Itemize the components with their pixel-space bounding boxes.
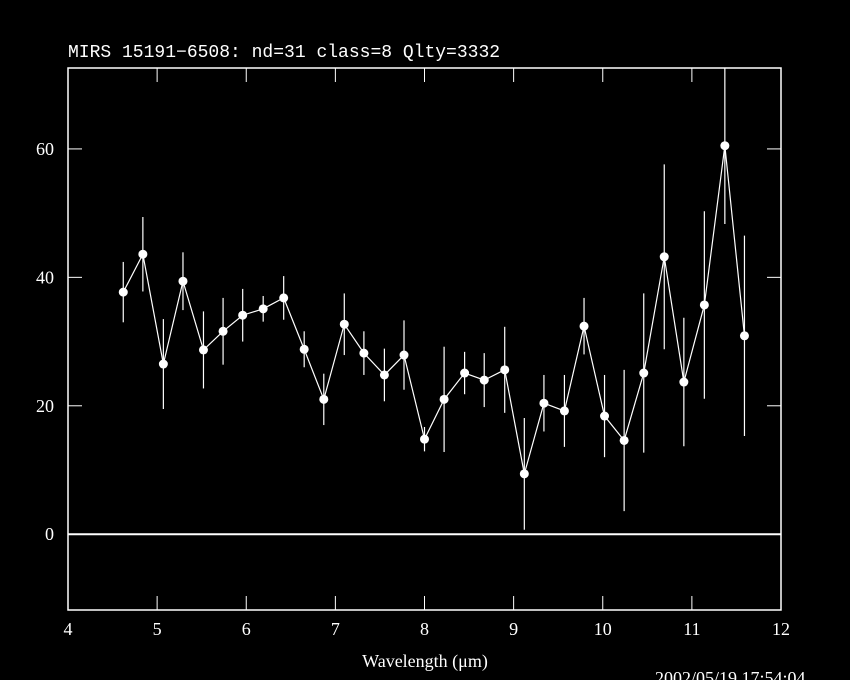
x-axis-label: Wavelength (μm) <box>362 651 488 672</box>
y-tick-label: 40 <box>36 267 54 287</box>
y-tick-label: 60 <box>36 139 54 159</box>
y-tick-label: 20 <box>36 396 54 416</box>
x-tick-label: 11 <box>683 619 700 639</box>
data-point <box>500 365 510 375</box>
data-point <box>439 394 449 404</box>
data-point <box>739 331 749 341</box>
data-point <box>699 300 709 310</box>
x-tick-label: 7 <box>331 619 340 639</box>
x-tick-label: 12 <box>772 619 790 639</box>
data-point <box>720 141 730 151</box>
x-tick-label: 10 <box>594 619 612 639</box>
data-point <box>600 411 610 421</box>
x-tick-label: 8 <box>420 619 429 639</box>
data-point <box>238 310 248 320</box>
plot-area <box>68 68 781 536</box>
data-point <box>359 348 369 358</box>
data-point <box>420 434 429 444</box>
data-point <box>339 319 349 329</box>
data-point <box>479 375 489 385</box>
data-point <box>218 326 228 336</box>
data-point <box>399 350 409 360</box>
data-point <box>619 435 629 445</box>
data-point <box>178 276 188 286</box>
data-point <box>158 359 168 369</box>
data-point <box>299 344 309 354</box>
data-point <box>118 287 128 297</box>
x-tick-label: 9 <box>509 619 518 639</box>
data-point <box>639 368 649 378</box>
x-tick-label: 6 <box>242 619 251 639</box>
data-point <box>679 377 689 387</box>
data-point <box>460 368 470 378</box>
data-point <box>258 304 268 314</box>
data-point <box>279 293 289 303</box>
data-point <box>198 345 208 355</box>
data-point <box>579 321 589 331</box>
x-tick-label: 5 <box>153 619 162 639</box>
chart-title: MIRS 15191−6508: nd=31 class=8 Qlty=3332 <box>68 43 500 63</box>
data-point <box>559 406 569 416</box>
data-point <box>138 249 148 259</box>
data-point <box>319 394 329 404</box>
timestamp: 2002/05/19 17:54:04 <box>655 668 806 680</box>
data-point <box>379 370 389 380</box>
data-point <box>539 398 549 408</box>
y-tick-label: 0 <box>45 524 54 544</box>
data-point <box>659 252 669 262</box>
x-tick-label: 4 <box>64 619 73 639</box>
data-point <box>519 469 529 479</box>
